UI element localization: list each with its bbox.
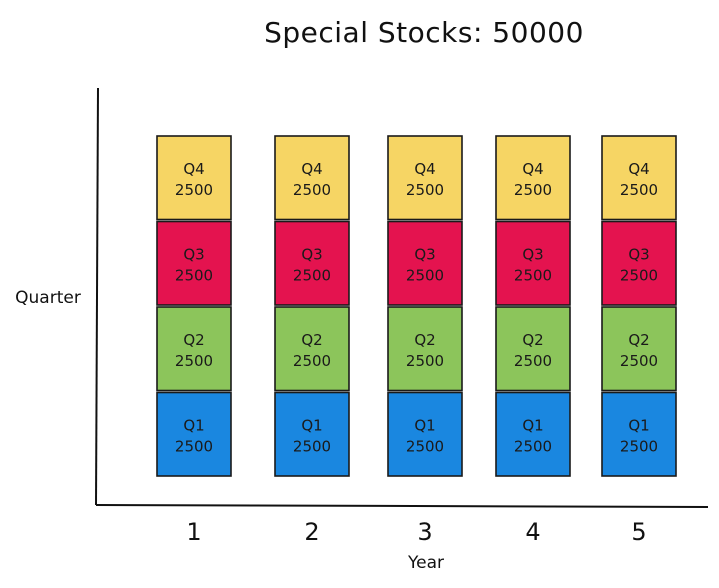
bar-value-label: 2500 [620, 437, 658, 455]
bar-year-4-q3 [495, 220, 571, 306]
bar-year-1-q2 [156, 306, 232, 392]
bar-series-label: Q3 [522, 245, 543, 263]
chart-title: Special Stocks: 50000 [264, 16, 584, 49]
x-ticks-group: 1 2 3 4 5 [186, 518, 646, 546]
bar-series-label: Q2 [301, 331, 322, 349]
bar-year-1-q1 [156, 391, 232, 477]
y-axis-line [95, 87, 99, 506]
bar-series-label: Q2 [628, 331, 649, 349]
bar-year-3-q4 [387, 135, 463, 221]
bar-value-label: 2500 [406, 437, 444, 455]
bar-value-label: 2500 [293, 352, 331, 370]
bar-year-4-q2 [495, 306, 571, 392]
x-axis-line [95, 504, 709, 508]
bar-series-label: Q4 [183, 160, 204, 178]
bar-series-label: Q3 [628, 245, 649, 263]
bar-series-label: Q4 [628, 160, 649, 178]
bar-series-label: Q3 [183, 245, 204, 263]
x-tick-label: 5 [631, 518, 646, 546]
bar-value-label: 2500 [293, 181, 331, 199]
x-tick-label: 1 [186, 518, 201, 546]
bar-year-1-q3 [156, 220, 232, 306]
bar-year-5-q2 [601, 306, 677, 392]
bar-series-label: Q4 [301, 160, 322, 178]
x-tick-label: 3 [417, 518, 432, 546]
bar-year-4-q1 [495, 391, 571, 477]
bar-value-label: 2500 [514, 437, 552, 455]
bar-value-label: 2500 [514, 266, 552, 284]
bar-year-3-q2 [387, 306, 463, 392]
bar-year-5-q3 [601, 220, 677, 306]
bar-series-label: Q1 [301, 416, 322, 434]
bar-value-label: 2500 [514, 181, 552, 199]
bar-value-label: 2500 [620, 266, 658, 284]
bar-year-2-q2 [274, 306, 350, 392]
bar-year-2-q1 [274, 391, 350, 477]
bar-series-label: Q1 [628, 416, 649, 434]
bar-value-label: 2500 [175, 266, 213, 284]
bar-value-label: 2500 [406, 181, 444, 199]
bar-value-label: 2500 [406, 266, 444, 284]
bar-value-label: 2500 [175, 181, 213, 199]
bar-year-5-q1 [601, 391, 677, 477]
bar-value-label: 2500 [406, 352, 444, 370]
bar-year-5-q4 [601, 135, 677, 221]
bar-value-label: 2500 [175, 437, 213, 455]
bar-series-label: Q4 [414, 160, 435, 178]
x-axis-label: Year [407, 553, 444, 573]
bar-series-label: Q2 [183, 331, 204, 349]
bar-series-label: Q4 [522, 160, 543, 178]
bar-year-2-q4 [274, 135, 350, 221]
bar-series-label: Q3 [301, 245, 322, 263]
bar-year-1-q4 [156, 135, 232, 221]
bar-series-label: Q3 [414, 245, 435, 263]
x-tick-label: 4 [525, 518, 540, 546]
bar-year-2-q3 [274, 220, 350, 306]
bar-series-label: Q2 [522, 331, 543, 349]
bar-year-4-q4 [495, 135, 571, 221]
bar-value-label: 2500 [293, 266, 331, 284]
bars-group: Q1 2500 Q2 2500 Q3 2500 Q4 2500 Q1 2500 Q2 2500 Q3 25… [156, 135, 677, 477]
x-tick-label: 2 [304, 518, 319, 546]
bar-value-label: 2500 [620, 352, 658, 370]
bar-year-3-q1 [387, 391, 463, 477]
bar-value-label: 2500 [293, 437, 331, 455]
bar-series-label: Q1 [414, 416, 435, 434]
bar-value-label: 2500 [175, 352, 213, 370]
y-axis-label: Quarter [15, 288, 81, 308]
bar-series-label: Q2 [414, 331, 435, 349]
bar-year-3-q3 [387, 220, 463, 306]
bar-value-label: 2500 [514, 352, 552, 370]
bar-series-label: Q1 [522, 416, 543, 434]
bar-value-label: 2500 [620, 181, 658, 199]
bar-series-label: Q1 [183, 416, 204, 434]
